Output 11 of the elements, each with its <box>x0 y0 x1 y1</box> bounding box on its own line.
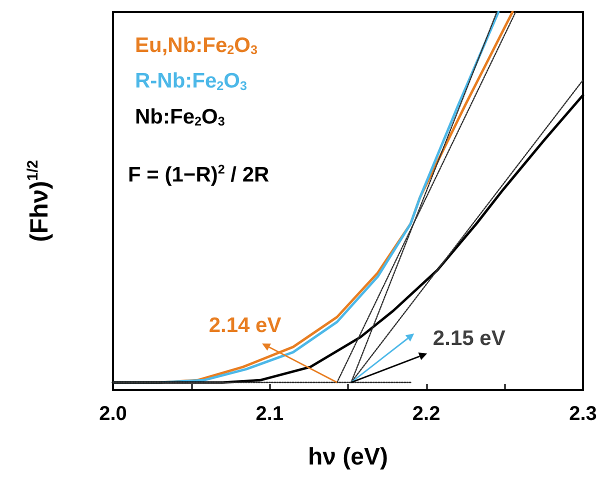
x-axis-title: hν (eV) <box>308 444 388 470</box>
text: Eu,Nb:Fe2O3 <box>135 34 258 58</box>
text: R-Nb:Fe2O3 <box>135 70 248 93</box>
annotation: 2.15 eV <box>432 326 506 350</box>
y-axis-title: (Fhν)1/2 <box>24 160 54 242</box>
annotation: 2.14 eV <box>208 314 282 337</box>
x-tick-label: 2.2 <box>412 403 440 425</box>
text: Nb:Fe2O3 <box>135 105 225 129</box>
x-tick-label: 2.0 <box>99 403 127 425</box>
x-tick-label: 2.3 <box>569 403 597 425</box>
x-tick-label: 2.1 <box>256 403 284 425</box>
